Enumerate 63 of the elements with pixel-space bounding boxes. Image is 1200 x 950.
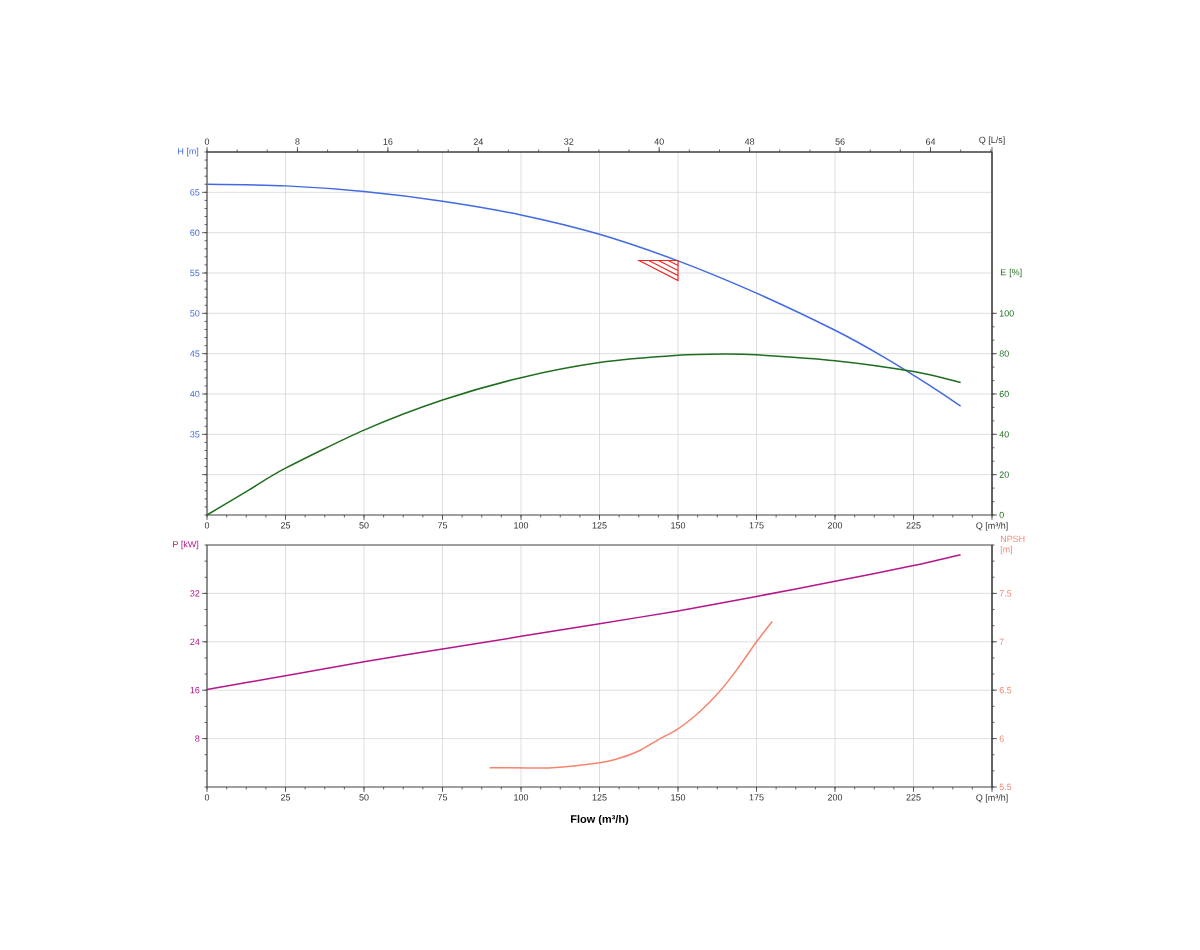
x-tick-label: 100 (514, 522, 529, 529)
y-tick-label: 65 (190, 189, 200, 196)
x-tick-label: 0 (204, 522, 210, 529)
x-tick-label: 75 (437, 794, 448, 801)
y2-tick-label: 6.5 (999, 687, 1012, 694)
x2-tick-label: 0 (204, 138, 210, 145)
y-tick-label: 24 (190, 638, 200, 645)
y-tick-label: 60 (190, 229, 200, 236)
x-axis-title: Flow (m³/h) (571, 814, 629, 826)
x2-tick-label: Q [L/s] (979, 136, 1005, 145)
x-tick-label: 125 (592, 522, 607, 529)
x-tick-label: 100 (514, 794, 529, 801)
x2-tick-label: 8 (295, 138, 300, 145)
x2-tick-label: 32 (564, 138, 574, 145)
y2-tick-label: 40 (999, 431, 1009, 438)
y2-tick-label: 20 (999, 471, 1009, 478)
y2-axis-title: NPSH [m] (1000, 535, 1025, 555)
y2-tick-label: 7.5 (999, 590, 1012, 597)
y-tick-label: 16 (190, 687, 200, 694)
x2-tick-label: 40 (654, 138, 664, 145)
line-series (206, 553, 962, 691)
x-tick-label: 25 (280, 794, 291, 801)
line-series (206, 183, 962, 407)
y-tick-label: 40 (190, 390, 200, 398)
x-tick-label: 225 (906, 794, 921, 801)
y-tick-label: 8 (195, 735, 200, 742)
x2-tick-label: 24 (473, 138, 484, 145)
x-tick-label: 175 (749, 794, 764, 801)
x-tick-label: 0 (204, 794, 210, 801)
y-axis-title: P [kW] (173, 540, 199, 550)
x2-tick-label: 64 (925, 138, 936, 145)
x-tick-label: 50 (359, 522, 369, 529)
x-tick-label: 150 (671, 522, 686, 529)
x-tick-label: Q [m³/h] (976, 794, 1008, 803)
x-tick-label: 50 (359, 794, 369, 801)
y-axis-title: H [m] (178, 147, 199, 157)
y2-tick-label: 7 (999, 638, 1004, 645)
x-tick-label: 200 (827, 794, 843, 801)
y-tick-label: 50 (190, 310, 200, 317)
line-series (488, 620, 773, 769)
y2-tick-label: 0 (999, 511, 1004, 519)
y-tick-label: 55 (190, 269, 200, 277)
y-tick-label: 32 (190, 590, 200, 597)
x2-tick-label: 56 (835, 138, 845, 145)
y2-axis-title: E [%] (1000, 268, 1022, 278)
y2-tick-label: 6 (999, 735, 1004, 742)
y2-tick-label: 60 (999, 390, 1009, 398)
y2-tick-label: 5.5 (999, 783, 1012, 791)
line-series (206, 353, 962, 516)
y-tick-label: 35 (190, 431, 200, 438)
y-tick-label: 45 (190, 350, 200, 357)
y2-tick-label: 100 (999, 310, 1014, 317)
y2-tick-label: 80 (999, 350, 1009, 357)
x-tick-label: Q [m³/h] (976, 522, 1008, 531)
x-tick-label: 75 (437, 522, 448, 529)
x-tick-label: 200 (827, 522, 843, 529)
x-tick-label: 125 (592, 794, 607, 801)
x2-tick-label: 16 (383, 138, 393, 145)
x-tick-label: 175 (749, 522, 764, 529)
x-tick-label: 225 (906, 522, 921, 529)
x-tick-label: 150 (671, 794, 686, 801)
x-tick-label: 25 (280, 522, 291, 529)
x2-tick-label: 48 (744, 138, 755, 145)
